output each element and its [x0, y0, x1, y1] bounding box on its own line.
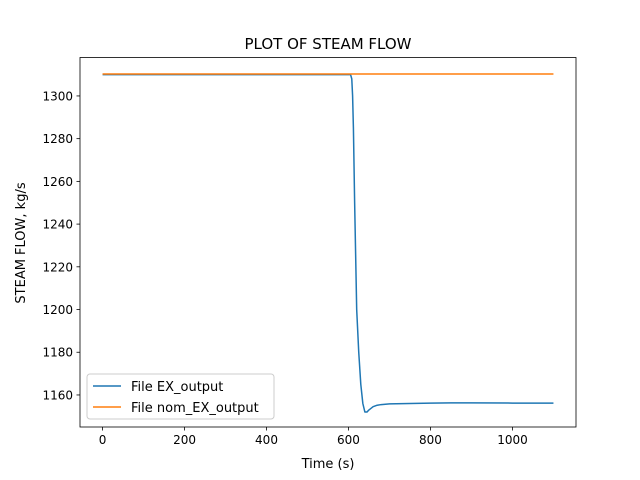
y-tick-label: 1300	[42, 89, 73, 103]
y-tick-label: 1200	[42, 303, 73, 317]
plot-frame	[79, 57, 577, 428]
y-tick-label: 1240	[42, 218, 73, 232]
x-axis-label: Time (s)	[301, 457, 355, 472]
legend-label-ex-output: File EX_output	[131, 380, 223, 395]
legend-box	[86, 373, 275, 420]
chart-title: PLOT OF STEAM FLOW	[244, 35, 411, 53]
legend: File EX_output File nom_EX_output	[86, 373, 275, 420]
x-tick-label: 1000	[497, 433, 528, 447]
x-tick-label: 600	[337, 433, 360, 447]
y-tick-label: 1280	[42, 132, 73, 146]
y-tick-label: 1180	[42, 346, 73, 360]
y-axis-label: STEAM FLOW, kg/s	[14, 182, 29, 303]
x-axis-ticks: 0 200 400 600 800 1000	[99, 427, 528, 447]
y-tick-label: 1220	[42, 260, 73, 274]
y-tick-label: 1260	[42, 175, 73, 189]
x-tick-label: 400	[255, 433, 278, 447]
y-axis-ticks: 1160 1180 1200 1220 1240 1260 1280 1300	[42, 89, 80, 402]
series-line-file-ex-output	[102, 73, 554, 413]
x-tick-label: 0	[99, 433, 107, 447]
plot-lines	[102, 73, 554, 413]
x-tick-label: 200	[173, 433, 196, 447]
y-tick-label: 1160	[42, 388, 73, 402]
x-tick-label: 800	[419, 433, 442, 447]
legend-label-nom-ex-output: File nom_EX_output	[131, 401, 259, 416]
